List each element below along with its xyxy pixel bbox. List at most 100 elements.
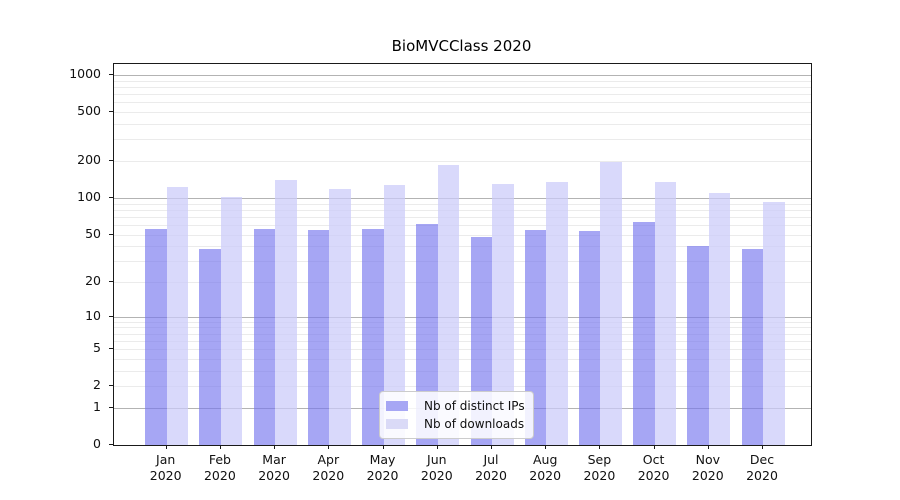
legend: Nb of distinct IPs Nb of downloads [379, 391, 534, 439]
legend-item-downloads: Nb of downloads [386, 415, 525, 432]
y-tick-label: 100 [77, 188, 101, 204]
x-tick-mark [707, 445, 709, 449]
gridline-minor [114, 321, 811, 323]
bar-downloads-mar [275, 180, 297, 445]
x-tick-label: Jul 2020 [475, 452, 507, 483]
x-tick-mark [382, 445, 384, 449]
gridline-major [114, 197, 811, 199]
bar-downloads-aug [546, 181, 568, 445]
y-tick-label: 20 [85, 273, 101, 288]
gridline-minor [114, 340, 811, 342]
bar-ips-may [362, 228, 384, 445]
chart-title: BioMVCClass 2020 [391, 37, 532, 55]
bar-ips-oct [633, 221, 655, 445]
bar-ips-jun [416, 224, 438, 445]
gridline-minor [114, 349, 811, 351]
bar-downloads-jun [437, 164, 460, 445]
y-tick-mark [109, 111, 113, 113]
x-tick-label: Nov 2020 [691, 452, 724, 483]
gridline-minor [114, 246, 811, 248]
x-tick-label: Jun 2020 [420, 452, 453, 483]
gridline-major [114, 316, 811, 318]
bar-downloads-jan [166, 186, 189, 445]
y-tick-label: 0 [93, 436, 101, 451]
bar-ips-jan [145, 228, 167, 445]
y-tick-mark [109, 385, 113, 387]
x-tick-mark [653, 445, 655, 449]
gridline-minor [114, 224, 811, 226]
bar-downloads-feb [220, 197, 243, 445]
gridline-minor [114, 216, 811, 218]
x-tick-mark [491, 445, 492, 449]
y-tick-label: 50 [85, 225, 101, 241]
bar-downloads-jul [492, 183, 514, 445]
gridline-major [114, 75, 811, 76]
gridline-minor [114, 124, 811, 125]
gridline-minor [114, 203, 811, 205]
y-tick-label: 5 [93, 340, 101, 356]
bar-downloads-nov [708, 193, 731, 445]
x-tick-mark [599, 445, 601, 449]
x-tick-label: May 2020 [366, 452, 399, 483]
gridline-minor [114, 94, 811, 96]
x-tick-mark [274, 445, 276, 449]
x-tick-label: Jan 2020 [149, 452, 182, 483]
bar-ips-dec [741, 248, 763, 445]
y-tick-mark [109, 74, 113, 75]
bar-ips-feb [199, 248, 221, 445]
bar-downloads-dec [763, 201, 785, 445]
y-tick-mark [109, 196, 113, 198]
y-tick-mark [109, 406, 113, 408]
gridline-minor [114, 358, 811, 360]
y-tick-label: 1 [93, 398, 101, 414]
gridline-minor [114, 80, 811, 82]
x-tick-mark [328, 445, 330, 449]
legend-item-ips: Nb of distinct IPs [386, 397, 525, 414]
y-tick-label: 2 [93, 377, 101, 393]
x-tick-label: Oct 2020 [637, 452, 670, 483]
y-tick-label: 500 [77, 103, 101, 119]
gridline-minor [114, 87, 811, 88]
gridline-minor [114, 282, 811, 283]
gridline-minor [114, 333, 811, 335]
x-tick-mark [545, 445, 547, 449]
gridline-minor [114, 234, 811, 236]
legend-swatch-downloads [386, 418, 408, 429]
x-tick-mark [762, 445, 763, 449]
gridline-minor [114, 102, 811, 104]
plot-area [113, 63, 812, 446]
legend-swatch-ips [386, 400, 408, 411]
bar-downloads-sep [600, 162, 622, 445]
bar-downloads-apr [329, 188, 351, 445]
x-tick-label: Feb 2020 [203, 452, 236, 483]
gridline-minor [114, 112, 811, 114]
y-tick-mark [109, 348, 113, 350]
y-tick-label: 200 [77, 152, 101, 167]
bar-ips-nov [687, 246, 709, 445]
x-tick-label: Dec 2020 [746, 452, 778, 483]
gridline-minor [114, 327, 811, 329]
gridline-minor [114, 209, 811, 211]
y-tick-mark [109, 315, 113, 317]
x-tick-label: Sep 2020 [583, 452, 616, 483]
gridline-minor [114, 386, 811, 388]
y-tick-label: 10 [85, 307, 101, 323]
legend-label-downloads: Nb of downloads [424, 416, 525, 431]
gridline-minor [114, 161, 811, 162]
y-tick-mark [109, 160, 113, 161]
bar-downloads-may [383, 185, 405, 445]
bar-ips-apr [307, 230, 330, 445]
gridline-minor [114, 139, 811, 141]
x-tick-mark [165, 445, 167, 449]
legend-label-ips: Nb of distinct IPs [424, 398, 525, 413]
y-tick-mark [109, 281, 113, 282]
x-tick-label: Mar 2020 [258, 452, 290, 483]
x-tick-mark [436, 445, 438, 449]
y-tick-mark [109, 444, 113, 445]
x-tick-label: Apr 2020 [312, 452, 345, 483]
y-tick-mark [109, 233, 113, 235]
y-tick-label: 1000 [69, 66, 101, 81]
gridline-minor [114, 370, 811, 372]
bar-ips-mar [253, 228, 276, 445]
